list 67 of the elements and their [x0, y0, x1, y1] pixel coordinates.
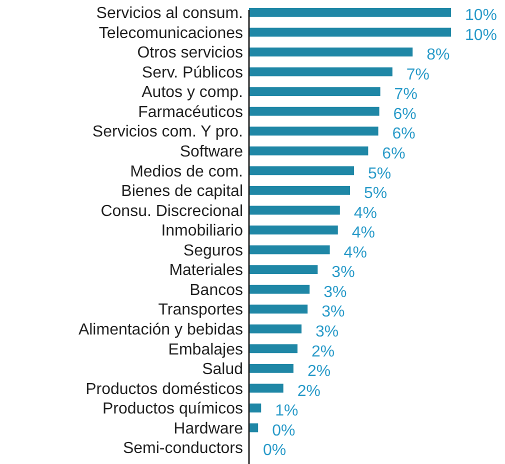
data-label: 6% [382, 145, 406, 162]
y-tick-label: Bienes de capital [121, 183, 243, 200]
y-tick-label: Productos químicos [102, 400, 243, 418]
bar [249, 304, 308, 314]
y-tick-label: Consu. Discrecional [100, 202, 243, 220]
bar [249, 87, 380, 96]
y-tick-label: Medios de com. [130, 163, 243, 180]
y-tick-label: Farmacéuticos [138, 104, 243, 121]
data-label: 7% [406, 66, 430, 84]
bar [249, 344, 298, 354]
y-tick-label: Servicios al consum. [96, 5, 243, 22]
bar [249, 284, 310, 294]
y-tick-label: Salud [202, 361, 243, 378]
data-label: 5% [364, 185, 388, 202]
bar [249, 146, 368, 156]
y-tick-label: Alimentación y bebidas [78, 321, 243, 338]
y-tick-label: Software [180, 143, 244, 160]
y-tick-label: Seguros [183, 242, 243, 260]
bar [249, 324, 302, 334]
data-label: 4% [352, 224, 376, 242]
bar [249, 384, 284, 393]
data-label: 10% [465, 26, 498, 44]
y-tick-label: Transportes [158, 302, 243, 319]
bar [249, 106, 380, 116]
bar [249, 28, 451, 37]
y-tick-label: Servicios com. Y pro. [92, 124, 243, 141]
y-tick-label: Otros servicios [137, 44, 243, 62]
data-label: 2% [297, 382, 320, 400]
bar [249, 126, 378, 136]
y-tick-label: Serv. Públicos [142, 64, 243, 82]
bar [249, 226, 338, 234]
bar [249, 206, 340, 215]
y-tick-label: Hardware [174, 420, 244, 438]
data-label: 5% [368, 165, 392, 182]
data-label: 1% [275, 402, 298, 420]
y-tick-label: Semi-conductors [122, 440, 243, 458]
data-label: 6% [393, 106, 416, 123]
bar [249, 8, 451, 17]
y-tick-label: Productos domésticos [86, 380, 243, 398]
data-label: 2% [307, 363, 331, 380]
data-label: 3% [332, 264, 355, 282]
data-label: 10% [465, 7, 498, 24]
bar [249, 166, 354, 176]
bar [249, 245, 330, 254]
data-label: 2% [311, 343, 335, 360]
y-tick-label: Inmobiliario [161, 222, 244, 240]
bar [249, 186, 350, 195]
bar [249, 265, 318, 274]
y-tick-label: Bancos [190, 282, 243, 299]
data-label: 0% [263, 442, 286, 460]
data-label: 3% [324, 284, 347, 301]
bar [249, 48, 413, 56]
data-label: 8% [426, 46, 450, 64]
data-label: 3% [316, 323, 339, 340]
data-label: 3% [322, 304, 345, 321]
data-label: 4% [344, 244, 367, 262]
data-label: 4% [354, 204, 378, 222]
data-label: 0% [272, 422, 296, 440]
bar [249, 364, 294, 373]
bar [249, 404, 262, 412]
data-label: 6% [392, 126, 416, 143]
y-tick-label: Autos y comp. [142, 84, 243, 102]
y-tick-label: Telecomunicaciones [98, 24, 243, 42]
data-label: 7% [394, 86, 418, 104]
y-tick-label: Materiales [169, 262, 243, 280]
y-tick-label: Embalajes [168, 341, 243, 358]
bar [249, 67, 392, 76]
